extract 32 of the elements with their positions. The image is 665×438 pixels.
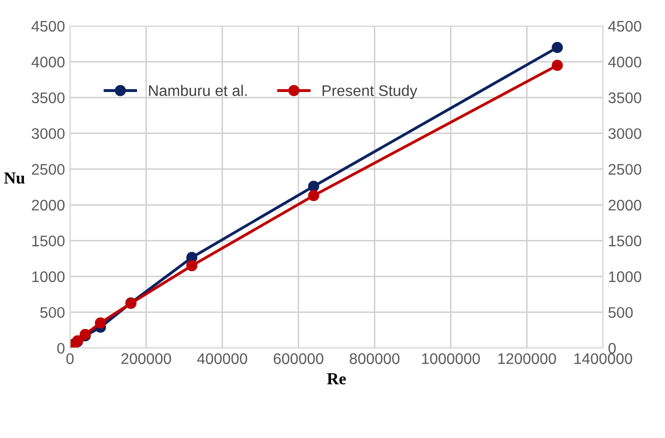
y-tick-label: 4500 <box>32 20 65 32</box>
x-tick-label: 200000 <box>121 353 172 364</box>
y2-tick-label: 2000 <box>608 200 642 211</box>
y-tick-label: 3500 <box>32 92 65 104</box>
y-tick-label: 1500 <box>32 236 65 246</box>
y2-tick-label: 3000 <box>608 128 642 140</box>
y2-tick-label: 1500 <box>609 236 642 246</box>
y2-tick-label: 3500 <box>608 92 642 104</box>
x-tick-label: 800000 <box>350 353 400 364</box>
x-tick-label: 1200000 <box>498 353 556 364</box>
y-tick-label: 3000 <box>32 128 65 140</box>
y2-tick-label: 4000 <box>608 56 642 68</box>
legend-label: Namburu et al. <box>149 84 247 96</box>
y-tick-label: 0 <box>57 342 65 354</box>
x-tick-label: 1000000 <box>422 353 480 364</box>
legend-label: Present Study <box>322 84 418 100</box>
y2-tick-label: 500 <box>608 307 633 318</box>
y-tick-label: 1000 <box>32 271 65 282</box>
y-tick-label: 500 <box>40 307 65 318</box>
x-axis-title: Re <box>327 373 346 384</box>
y-axis-title: Nu <box>4 172 25 184</box>
y-tick-label: 2500 <box>32 164 65 175</box>
y2-tick-label: 0 <box>608 342 616 354</box>
y2-tick-label: 1000 <box>609 271 642 282</box>
x-tick-label: 400000 <box>197 353 248 364</box>
y-tick-label: 4000 <box>32 56 65 68</box>
y-tick-label: 2000 <box>32 200 65 211</box>
x-tick-label: 600000 <box>274 353 324 364</box>
x-tick-label: 0 <box>66 353 74 364</box>
y2-tick-label: 4500 <box>608 20 642 32</box>
x-tick-label: 1400000 <box>574 353 632 364</box>
y2-tick-label: 2500 <box>608 164 642 175</box>
